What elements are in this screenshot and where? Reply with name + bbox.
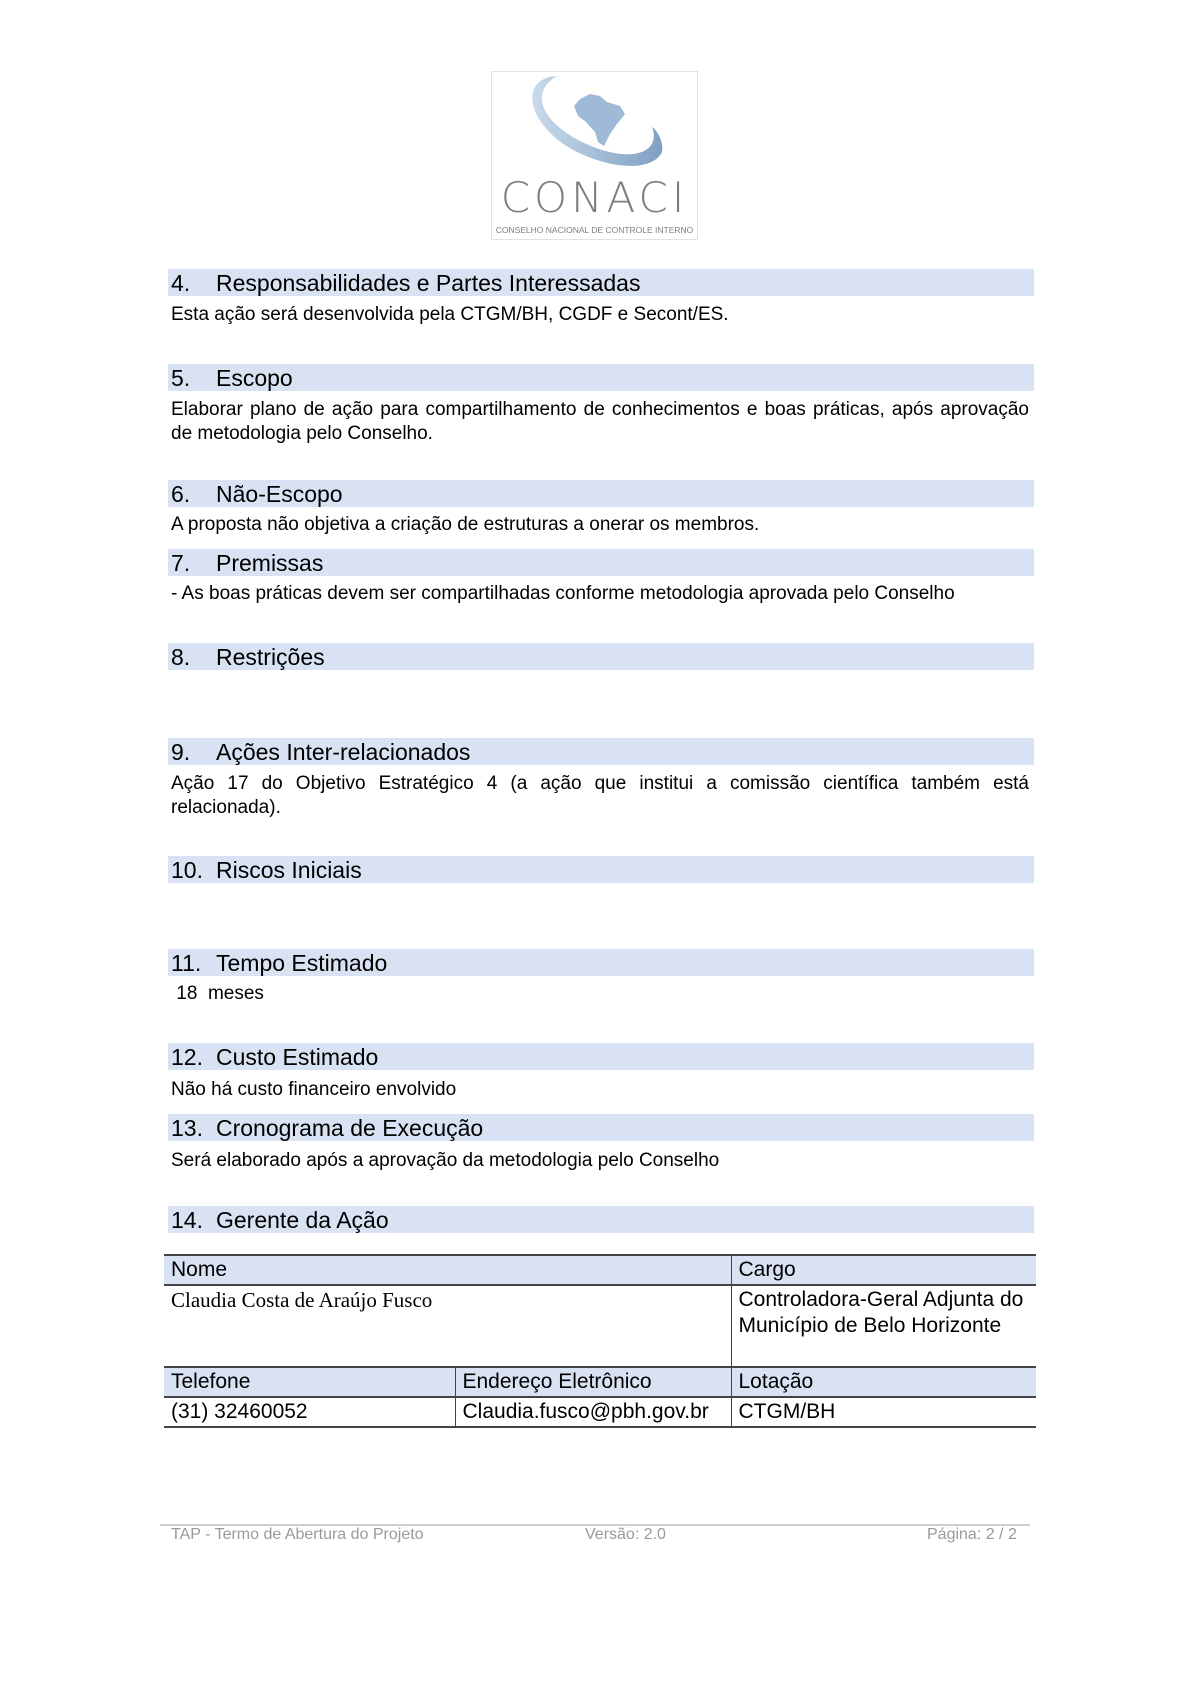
header-name: Nome: [164, 1254, 731, 1286]
logo-subtitle: CONSELHO NACIONAL DE CONTROLE INTERNO: [495, 225, 694, 235]
section-header-8: 8. Restrições: [168, 643, 1034, 670]
footer-version: Versão: 2.0: [585, 1526, 666, 1543]
section-text-11: 18 meses: [171, 983, 264, 1004]
section-text-9: Ação 17 do Objetivo Estratégico 4 (a açã…: [171, 773, 1029, 818]
section-text-5: Elaborar plano de ação para compartilham…: [171, 399, 1029, 444]
header-phone: Telefone: [164, 1366, 455, 1398]
conaci-logo: CONACI CONSELHO NACIONAL DE CONTROLE INT…: [491, 71, 698, 240]
section-header-10: 10. Riscos Iniciais: [168, 856, 1034, 883]
manager-table: Nome Cargo Claudia Costa de Araújo Fusco…: [164, 1254, 1036, 1428]
manager-role: Controladora-Geral Adjunta do Município …: [730, 1285, 1036, 1367]
section-header-4: 4. Responsabilidades e Partes Interessada…: [168, 269, 1034, 296]
section-header-7: 7. Premissas: [168, 549, 1034, 576]
manager-email: Claudia.fusco@pbh.gov.br: [454, 1397, 731, 1428]
section-header-11: 11. Tempo Estimado: [168, 949, 1034, 976]
header-unit: Lotação: [730, 1366, 1036, 1398]
header-role: Cargo: [730, 1254, 1036, 1286]
manager-unit: CTGM/BH: [730, 1397, 1036, 1428]
footer-document-title: TAP - Termo de Abertura do Projeto: [171, 1526, 424, 1543]
section-header-5: 5. Escopo: [168, 364, 1034, 391]
section-header-13: 13. Cronograma de Execução: [168, 1114, 1034, 1141]
logo-wordmark: CONACI: [500, 173, 689, 222]
section-header-9: 9. Ações Inter-relacionados: [168, 738, 1034, 765]
section-text-13: Será elaborado após a aprovação da metod…: [171, 1150, 720, 1171]
section-header-6: 6. Não-Escopo: [168, 480, 1034, 507]
section-text-4: Esta ação será desenvolvida pela CTGM/BH…: [171, 304, 729, 325]
section-header-14: 14. Gerente da Ação: [168, 1206, 1034, 1233]
manager-phone: (31) 32460052: [164, 1397, 455, 1428]
section-text-7: - As boas práticas devem ser compartilha…: [171, 583, 955, 604]
footer-page-number: Página: 2 / 2: [927, 1526, 1017, 1543]
header-email: Endereço Eletrônico: [454, 1366, 731, 1398]
section-text-12: Não há custo financeiro envolvido: [171, 1079, 457, 1100]
manager-name: Claudia Costa de Araújo Fusco: [171, 1288, 433, 1312]
section-header-12: 12. Custo Estimado: [168, 1043, 1034, 1070]
footer-divider: [160, 1524, 1030, 1526]
section-text-6: A proposta não objetiva a criação de est…: [171, 514, 760, 535]
brazil-globe-icon: [532, 76, 663, 166]
